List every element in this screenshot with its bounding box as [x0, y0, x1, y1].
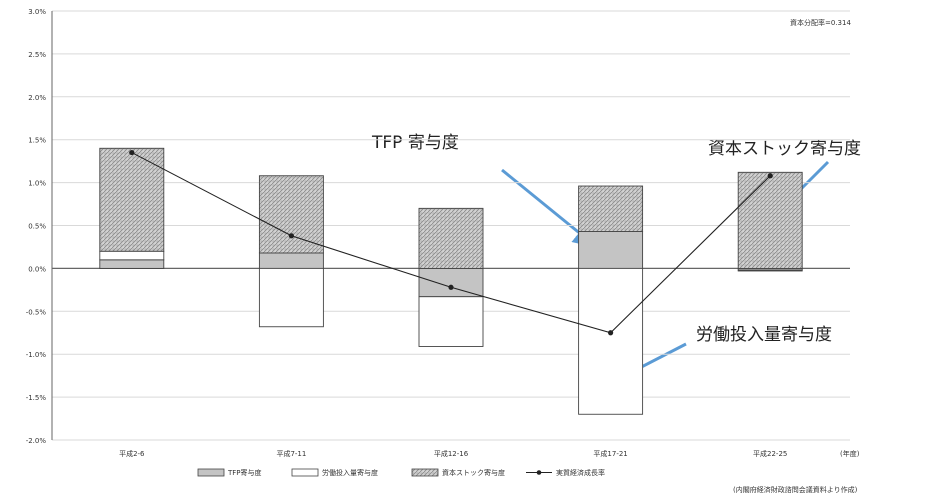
bar-segment	[99, 259, 165, 269]
legend-swatch	[197, 468, 225, 477]
x-tick-label: 平成12-16	[434, 449, 469, 458]
growth-rate-point	[448, 284, 454, 290]
growth-rate-point	[129, 149, 135, 156]
y-tick-label: -2.0%	[26, 437, 47, 445]
growth-rate-point	[767, 173, 773, 179]
x-tick-label: 平成22-25	[753, 449, 787, 458]
callout-labor: 労働投入量寄与度	[696, 325, 832, 345]
y-tick-label: 1.5%	[28, 137, 46, 145]
growth-rate-point	[608, 330, 614, 336]
legend-swatch	[291, 468, 319, 477]
legend-label: 実質経済成長率	[556, 468, 605, 477]
callout-tfp: TFP 寄与度	[371, 133, 459, 153]
legend-label: TFP寄与度	[227, 468, 262, 477]
bar-segment	[258, 252, 324, 269]
y-tick-label: 1.0%	[28, 180, 46, 188]
bar-segment	[578, 185, 644, 232]
bar-segment	[418, 207, 484, 269]
y-tick-label: -0.5%	[26, 308, 47, 316]
bar-segment	[418, 267, 484, 298]
bar-segment	[99, 250, 165, 261]
bar-segment	[737, 171, 803, 269]
bar-segment	[99, 147, 165, 252]
y-tick-label: 0.0%	[28, 265, 46, 273]
callout-capital: 資本ストック寄与度	[708, 139, 861, 159]
y-tick-label: -1.5%	[26, 394, 47, 402]
y-tick-label: 2.5%	[28, 51, 46, 59]
legend-swatch	[411, 468, 439, 477]
x-unit-label: (年度)	[840, 449, 860, 458]
bar-segment	[578, 231, 644, 269]
y-tick-label: -1.0%	[26, 351, 47, 359]
legend-label: 資本ストック寄与度	[442, 468, 505, 477]
source-note: (内閣府経済財政諮問会議資料より作成)	[733, 485, 858, 494]
growth-rate-point	[288, 233, 294, 239]
legend-label: 労働投入量寄与度	[322, 468, 378, 477]
legend-marker	[536, 470, 542, 475]
bar-segment	[258, 175, 324, 254]
bar-segment	[258, 267, 324, 328]
capital-share-annotation: 資本分配率=0.314	[790, 18, 851, 27]
y-tick-label: 3.0%	[28, 8, 46, 16]
bar-segment	[737, 269, 803, 272]
x-tick-label: 平成2-6	[119, 449, 145, 458]
bar-segment	[418, 296, 484, 347]
x-tick-label: 平成7-11	[276, 449, 306, 458]
bar-segment	[578, 267, 644, 415]
y-tick-label: 0.5%	[28, 223, 46, 231]
x-tick-label: 平成17-21	[593, 449, 627, 458]
y-tick-label: 2.0%	[28, 94, 46, 102]
